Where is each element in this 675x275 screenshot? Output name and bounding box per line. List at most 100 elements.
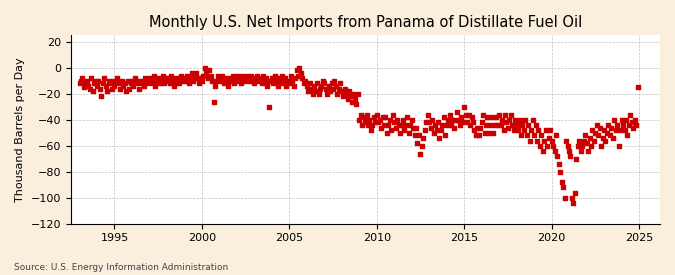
Point — [593, 133, 603, 138]
Point — [395, 131, 406, 135]
Point — [459, 104, 470, 109]
Point — [546, 138, 557, 143]
Point — [523, 123, 534, 127]
Point — [288, 84, 299, 88]
Point — [604, 133, 615, 138]
Point — [225, 79, 236, 83]
Point — [82, 79, 92, 83]
Point — [564, 149, 574, 153]
Point — [574, 138, 585, 143]
Point — [551, 133, 562, 138]
Point — [214, 76, 225, 80]
Point — [392, 118, 402, 122]
Point — [286, 73, 296, 78]
Point — [514, 118, 525, 122]
Point — [156, 79, 167, 83]
Point — [500, 112, 510, 117]
Point — [625, 112, 636, 117]
Point — [234, 76, 245, 80]
Point — [571, 156, 582, 161]
Point — [517, 123, 528, 127]
Point — [512, 128, 523, 132]
Point — [313, 92, 324, 96]
Point — [348, 92, 359, 96]
Point — [376, 125, 387, 130]
Point — [188, 79, 198, 83]
Point — [84, 86, 95, 91]
Point — [603, 123, 614, 127]
Point — [105, 81, 115, 86]
Point — [424, 120, 435, 125]
Point — [202, 76, 213, 80]
Point — [252, 73, 263, 78]
Point — [498, 128, 509, 132]
Point — [616, 118, 627, 122]
Point — [449, 125, 460, 130]
Point — [628, 125, 639, 130]
Point — [428, 131, 439, 135]
Point — [608, 136, 618, 140]
Point — [161, 79, 172, 83]
Point — [419, 128, 430, 132]
Point — [527, 118, 538, 122]
Point — [620, 118, 631, 122]
Point — [408, 125, 418, 130]
Point — [511, 123, 522, 127]
Point — [180, 79, 191, 83]
Point — [377, 115, 388, 119]
Point — [601, 131, 612, 135]
Point — [83, 84, 94, 88]
Point — [76, 79, 86, 83]
Point — [545, 128, 556, 132]
Point — [404, 131, 414, 135]
Point — [150, 84, 161, 88]
Point — [435, 128, 446, 132]
Point — [157, 73, 168, 78]
Point — [450, 118, 461, 122]
Point — [554, 162, 564, 166]
Point — [508, 128, 519, 132]
Point — [516, 133, 526, 138]
Point — [389, 120, 400, 125]
Point — [163, 76, 173, 80]
Point — [217, 73, 227, 78]
Point — [591, 123, 602, 127]
Point — [495, 123, 506, 127]
Point — [399, 128, 410, 132]
Point — [585, 144, 596, 148]
Point — [416, 144, 427, 148]
Point — [259, 79, 270, 83]
Point — [335, 81, 346, 86]
Point — [412, 141, 423, 145]
Point — [597, 136, 608, 140]
Point — [535, 144, 545, 148]
Point — [132, 79, 143, 83]
Point — [210, 84, 221, 88]
Point — [294, 66, 305, 70]
Point — [466, 115, 477, 119]
Point — [306, 86, 317, 91]
Point — [423, 112, 433, 117]
Title: Monthly U.S. Net Imports from Panama of Distillate Fuel Oil: Monthly U.S. Net Imports from Panama of … — [148, 15, 582, 30]
Point — [315, 86, 325, 91]
Y-axis label: Thousand Barrels per Day: Thousand Barrels per Day — [15, 57, 25, 202]
Point — [478, 112, 489, 117]
Point — [219, 81, 230, 86]
Point — [379, 123, 389, 127]
Point — [191, 71, 202, 75]
Point — [482, 115, 493, 119]
Point — [600, 138, 611, 143]
Point — [487, 115, 497, 119]
Point — [236, 81, 246, 86]
Point — [122, 79, 133, 83]
Point — [220, 76, 231, 80]
Point — [561, 138, 572, 143]
Point — [529, 133, 539, 138]
Point — [504, 118, 514, 122]
Point — [358, 115, 369, 119]
Point — [409, 133, 420, 138]
Point — [375, 118, 385, 122]
Point — [195, 76, 206, 80]
Point — [268, 81, 279, 86]
Point — [204, 68, 215, 73]
